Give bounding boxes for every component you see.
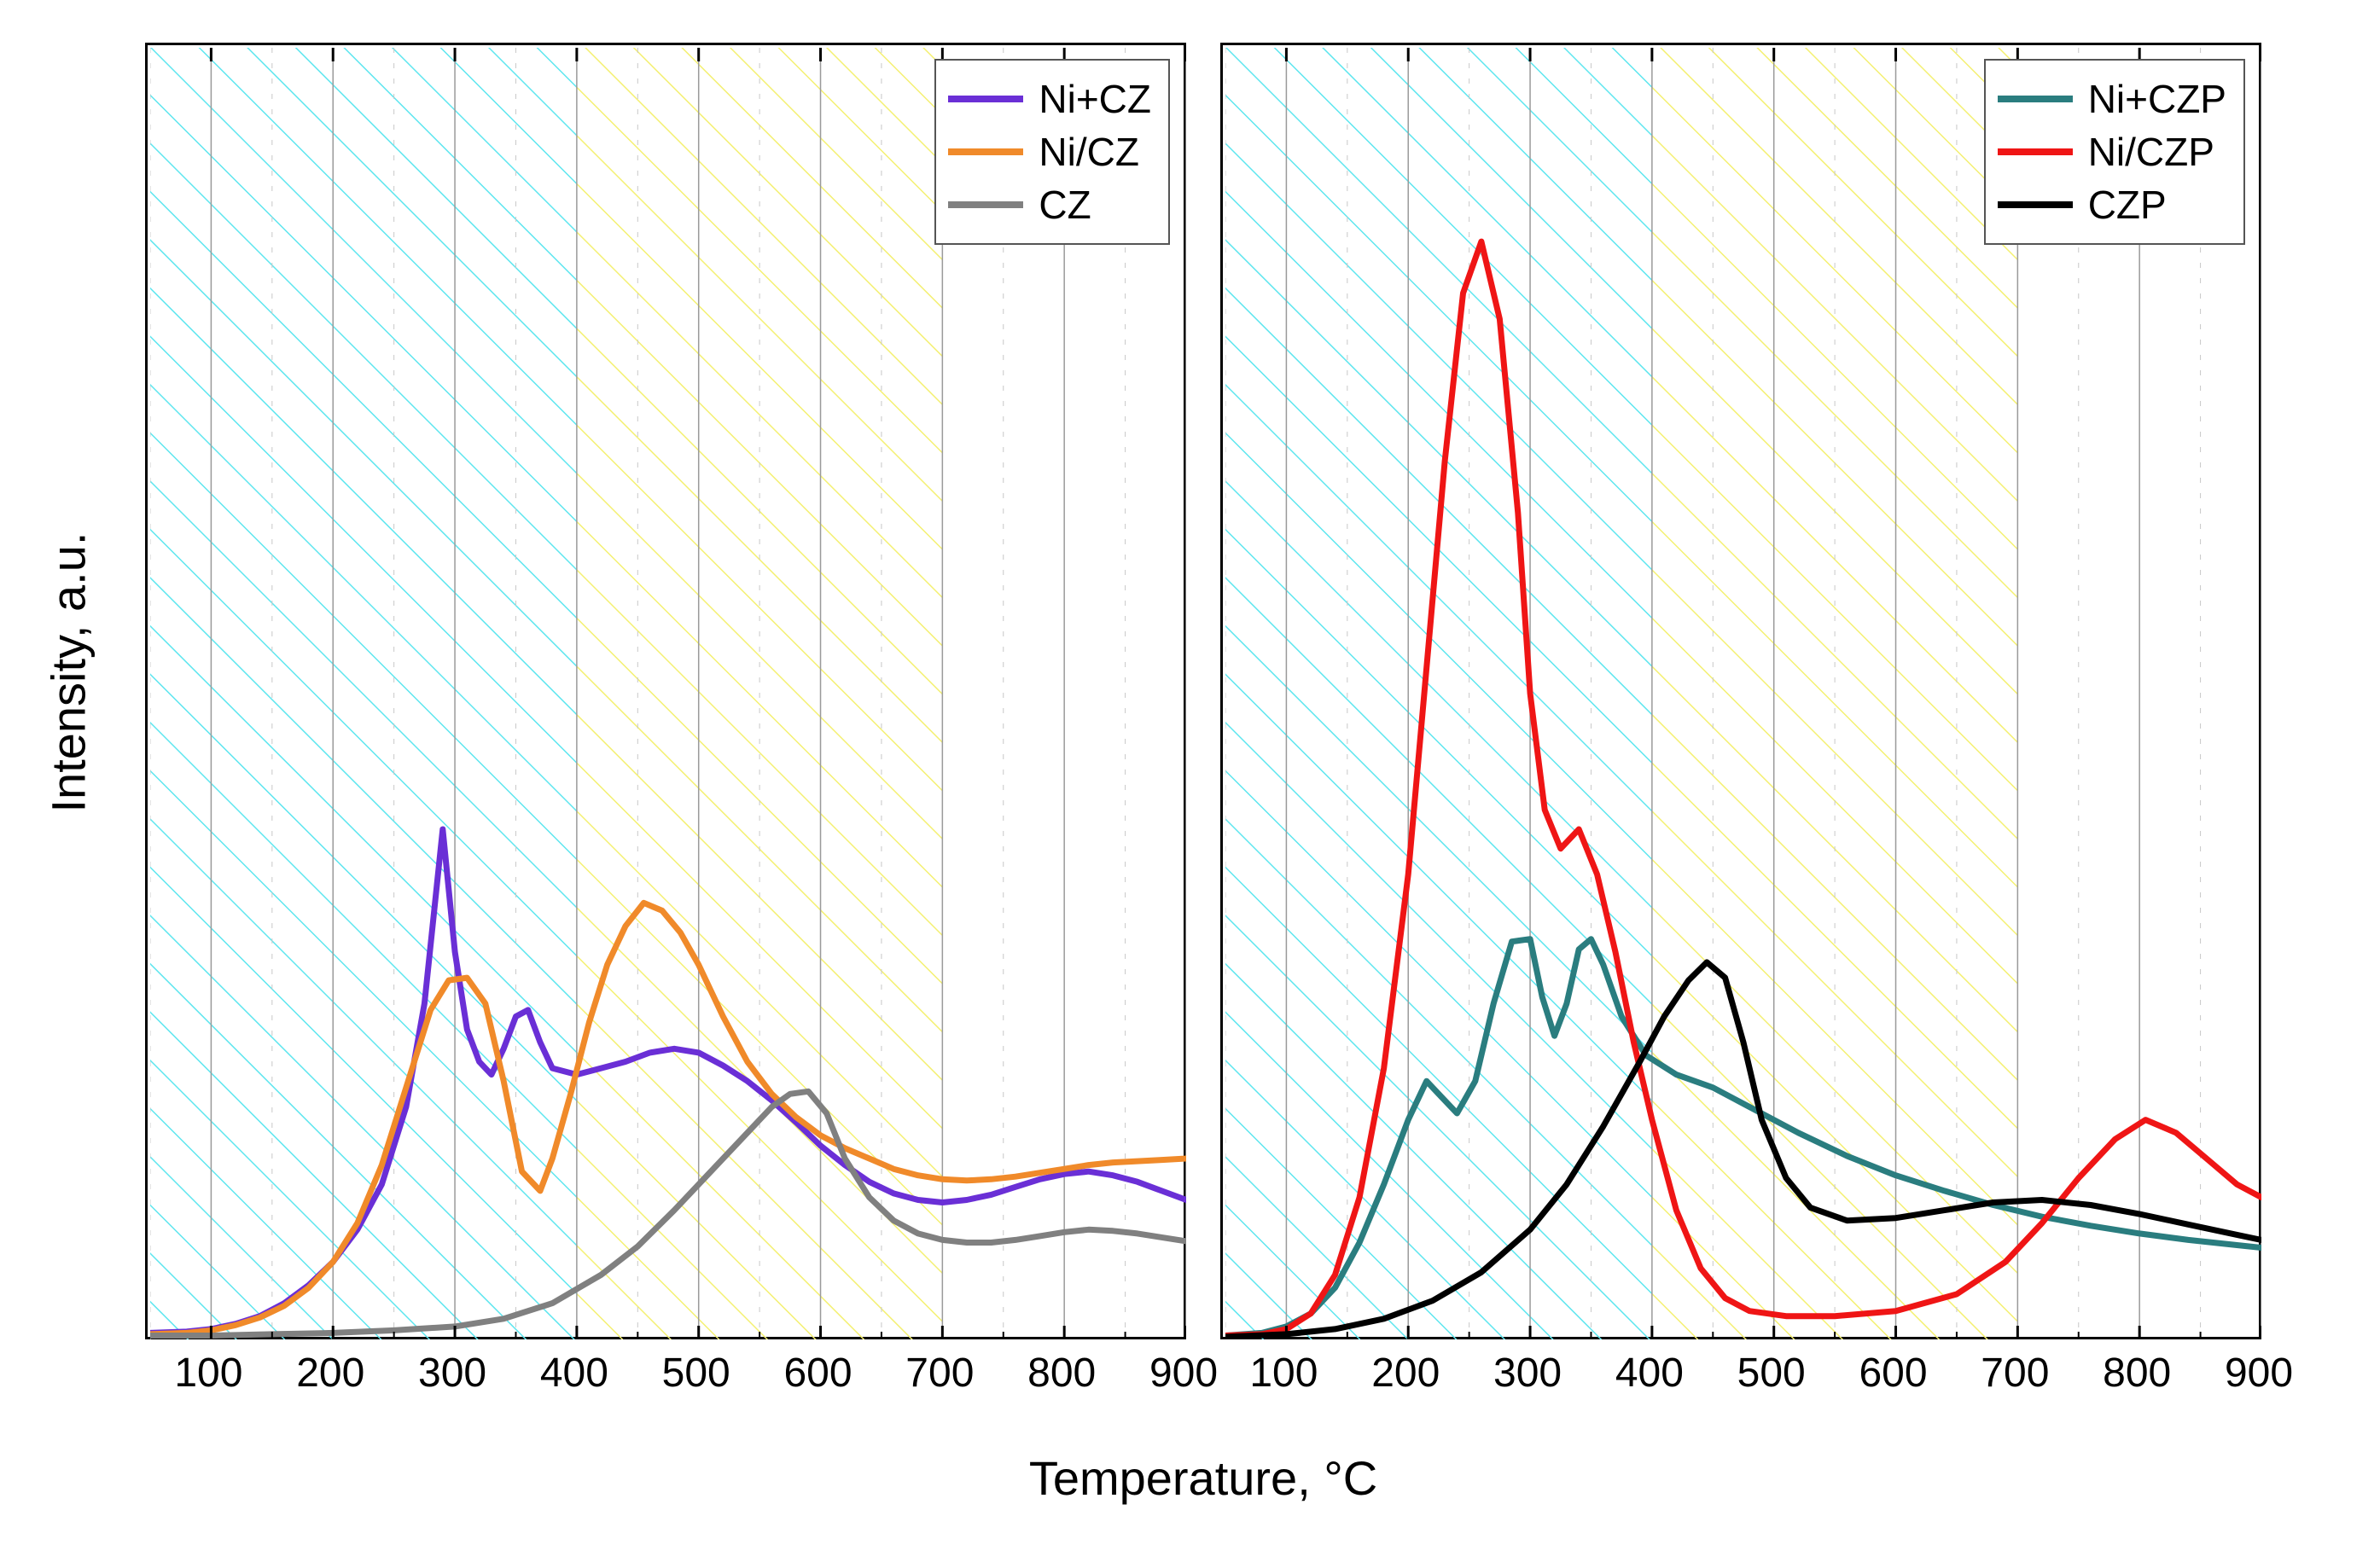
ylabel-text: Intensity, a.u. — [42, 532, 96, 813]
xtick-label: 100 — [174, 1350, 242, 1397]
legend-swatch — [948, 201, 1023, 208]
legend-label: Ni+CZ — [1039, 76, 1151, 122]
legend-label: Ni/CZP — [2088, 129, 2214, 175]
legend-swatch — [948, 96, 1023, 102]
legend-row: CZ — [948, 178, 1151, 231]
y-axis-label: Intensity, a.u. — [41, 574, 96, 813]
legend-row: Ni/CZP — [1998, 125, 2226, 178]
legend-swatch — [948, 148, 1023, 155]
figure-root: Intensity, a.u. Ni+CZ Ni/CZ CZ Ni+CZP Ni/CZ… — [0, 0, 2380, 1545]
xtick-label: 500 — [662, 1350, 730, 1397]
legend: Ni+CZP Ni/CZP CZP — [1984, 59, 2245, 245]
xtick-label: 600 — [783, 1350, 852, 1397]
xtick-label: 900 — [2225, 1350, 2293, 1397]
xtick-label: 700 — [905, 1350, 974, 1397]
chart-panel-right: Ni+CZP Ni/CZP CZP — [1220, 43, 2261, 1339]
xtick-label: 500 — [1737, 1350, 1806, 1397]
xtick-label: 400 — [1615, 1350, 1684, 1397]
xtick-label: 800 — [1027, 1350, 1096, 1397]
legend-label: Ni+CZP — [2088, 76, 2226, 122]
xtick-label: 200 — [296, 1350, 364, 1397]
legend-row: Ni+CZP — [1998, 73, 2226, 125]
legend-label: CZP — [2088, 182, 2167, 228]
xtick-label: 100 — [1249, 1350, 1318, 1397]
xlabel-text: Temperature, °C — [1029, 1451, 1377, 1505]
xtick-label: 800 — [2103, 1350, 2171, 1397]
legend-label: CZ — [1039, 182, 1091, 228]
xtick-label: 300 — [1493, 1350, 1562, 1397]
legend: Ni+CZ Ni/CZ CZ — [934, 59, 1170, 245]
x-axis-label: Temperature, °C — [990, 1450, 1417, 1506]
xtick-label: 600 — [1859, 1350, 1927, 1397]
legend-row: Ni/CZ — [948, 125, 1151, 178]
chart-panel-left: Ni+CZ Ni/CZ CZ — [145, 43, 1186, 1339]
hatch-region — [150, 48, 577, 1339]
legend-swatch — [1998, 201, 2073, 208]
legend-row: Ni+CZ — [948, 73, 1151, 125]
xtick-label: 900 — [1149, 1350, 1218, 1397]
legend-label: Ni/CZ — [1039, 129, 1139, 175]
xtick-label: 700 — [1981, 1350, 2049, 1397]
legend-swatch — [1998, 96, 2073, 102]
legend-row: CZP — [1998, 178, 2226, 231]
legend-swatch — [1998, 148, 2073, 155]
xtick-label: 200 — [1371, 1350, 1440, 1397]
xtick-label: 400 — [540, 1350, 608, 1397]
xtick-label: 300 — [418, 1350, 486, 1397]
